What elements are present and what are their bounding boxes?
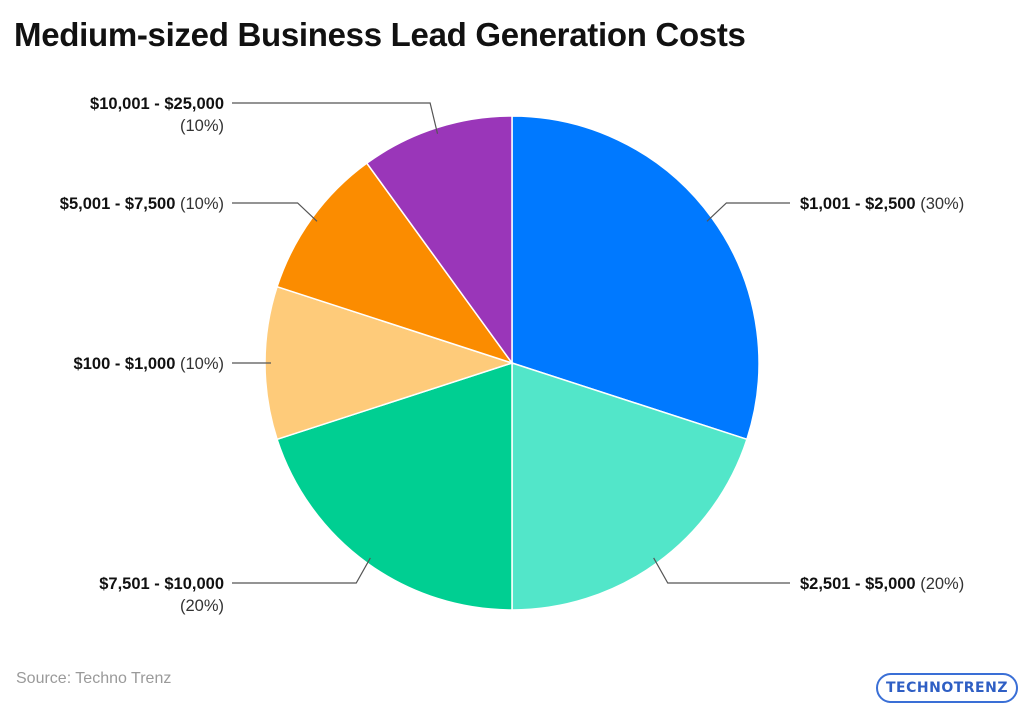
leader-line xyxy=(232,202,318,222)
slice-label: $5,001 - $7,500 (10%) xyxy=(60,195,224,213)
pie-slice xyxy=(511,361,748,611)
slice-label: $1,001 - $2,500 (30%) xyxy=(800,195,964,213)
pie-slice xyxy=(276,162,514,365)
slice-label: $100 - $1,000 (10%) xyxy=(74,355,224,373)
leader-line xyxy=(706,202,790,222)
source-text: Source: Techno Trenz xyxy=(16,670,172,687)
slice-label: $10,001 - $25,000 (10%) xyxy=(90,95,224,135)
leader-line xyxy=(232,557,371,584)
technotrenz-logo: TECHNOTRENZ xyxy=(876,673,1018,703)
pie-slice xyxy=(511,115,760,441)
leader-line xyxy=(653,557,790,584)
leader-line xyxy=(232,102,439,134)
slice-label: $2,501 - $5,000 (20%) xyxy=(800,575,964,593)
chart-title: Medium-sized Business Lead Generation Co… xyxy=(14,16,746,53)
pie-slice xyxy=(276,361,513,611)
slice-label: $7,501 - $10,000 (20%) xyxy=(99,575,224,615)
